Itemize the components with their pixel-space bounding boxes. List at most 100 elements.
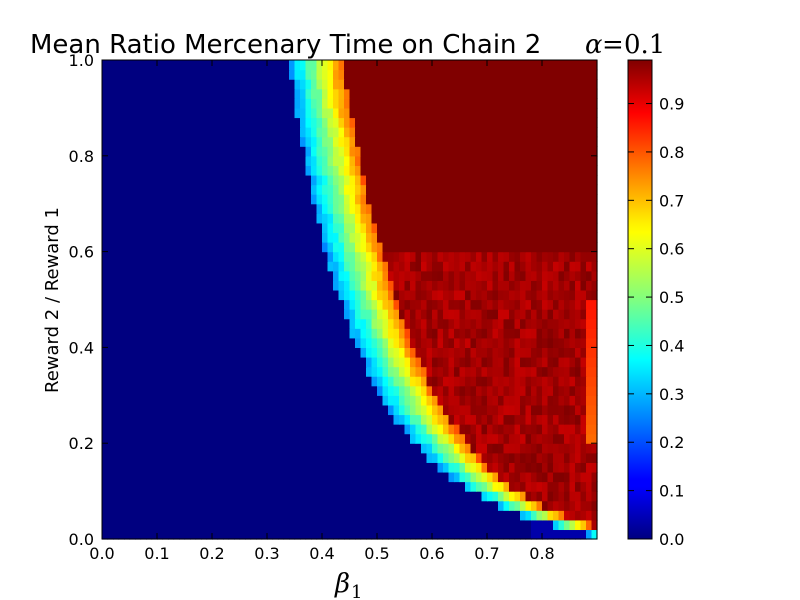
heatmap-cell — [146, 481, 153, 492]
heatmap-cell — [514, 270, 521, 281]
heatmap-cell — [415, 242, 422, 253]
heatmap-cell — [322, 328, 329, 339]
heatmap-cell — [448, 203, 455, 214]
heatmap-cell — [575, 318, 582, 329]
heatmap-cell — [558, 299, 565, 310]
heatmap-cell — [443, 462, 450, 473]
heatmap-cell — [382, 146, 389, 157]
heatmap-cell — [151, 510, 158, 521]
heatmap-cell — [157, 232, 164, 243]
heatmap-cell — [558, 443, 565, 454]
heatmap-cell — [261, 337, 268, 348]
heatmap-cell — [377, 203, 384, 214]
heatmap-cell — [344, 165, 351, 176]
heatmap-cell — [377, 69, 384, 80]
heatmap-cell — [190, 146, 197, 157]
heatmap-cell — [481, 280, 488, 291]
heatmap-cell — [498, 529, 505, 540]
heatmap-cell — [509, 203, 516, 214]
heatmap-cell — [388, 318, 395, 329]
heatmap-cell — [476, 194, 483, 205]
heatmap-cell — [206, 60, 213, 71]
heatmap-cell — [591, 280, 598, 291]
heatmap-cell — [564, 79, 571, 90]
heatmap-cell — [520, 529, 527, 540]
heatmap-cell — [135, 309, 142, 320]
heatmap-cell — [492, 213, 499, 224]
heatmap-cell — [448, 366, 455, 377]
heatmap-cell — [553, 395, 560, 406]
heatmap-cell — [558, 155, 565, 166]
heatmap-cell — [569, 309, 576, 320]
heatmap-cell — [399, 213, 406, 224]
heatmap-cell — [525, 280, 532, 291]
heatmap-cell — [272, 136, 279, 147]
heatmap-cell — [300, 107, 307, 119]
heatmap-cell — [443, 88, 450, 99]
heatmap-cell — [404, 184, 411, 195]
heatmap-cell — [124, 491, 131, 502]
heatmap-cell — [190, 481, 197, 492]
heatmap-cell — [228, 155, 235, 166]
heatmap-cell — [404, 366, 411, 377]
heatmap-cell — [206, 146, 213, 157]
heatmap-cell — [316, 117, 323, 128]
heatmap-cell — [278, 404, 285, 416]
heatmap-cell — [404, 270, 411, 281]
heatmap-cell — [371, 222, 378, 234]
heatmap-cell — [344, 69, 351, 80]
heatmap-cell — [107, 222, 114, 234]
heatmap-cell — [234, 146, 241, 157]
heatmap-cell — [201, 69, 208, 80]
heatmap-cell — [322, 280, 329, 291]
heatmap-cell — [382, 404, 389, 416]
heatmap-cell — [338, 184, 345, 195]
heatmap-cell — [377, 280, 384, 291]
heatmap-cell — [228, 510, 235, 521]
heatmap-cell — [184, 414, 191, 425]
heatmap-cell — [338, 491, 345, 502]
heatmap-cell — [536, 107, 543, 119]
heatmap-cell — [272, 222, 279, 234]
heatmap-cell — [415, 127, 422, 138]
heatmap-cell — [184, 433, 191, 444]
heatmap-cell — [250, 79, 257, 90]
heatmap-cell — [459, 98, 466, 109]
heatmap-cell — [531, 376, 538, 387]
heatmap-cell — [382, 280, 389, 291]
heatmap-cell — [360, 347, 367, 358]
heatmap-cell — [151, 98, 158, 109]
heatmap-cell — [261, 69, 268, 80]
heatmap-cell — [531, 385, 538, 396]
heatmap-cell — [404, 107, 411, 119]
heatmap-cell — [366, 529, 373, 540]
heatmap-cell — [591, 337, 598, 348]
heatmap-cell — [272, 433, 279, 444]
heatmap-cell — [542, 98, 549, 109]
heatmap-cell — [195, 356, 202, 368]
heatmap-cell — [278, 318, 285, 329]
heatmap-cell — [322, 251, 329, 262]
heatmap-cell — [305, 404, 312, 416]
heatmap-cell — [206, 155, 213, 166]
heatmap-cell — [179, 60, 186, 71]
heatmap-cell — [245, 261, 252, 272]
heatmap-cell — [234, 203, 241, 214]
heatmap-cell — [146, 347, 153, 358]
heatmap-cell — [575, 471, 582, 483]
heatmap-cell — [311, 117, 318, 128]
heatmap-cell — [129, 328, 136, 339]
heatmap-cell — [465, 69, 472, 80]
heatmap-cell — [316, 452, 323, 463]
y-tick-label: 0.0 — [69, 530, 94, 549]
heatmap-cell — [542, 60, 549, 71]
heatmap-cell — [344, 462, 351, 473]
heatmap-cell — [459, 194, 466, 205]
heatmap-cell — [371, 510, 378, 521]
heatmap-cell — [173, 356, 180, 368]
heatmap-cell — [327, 60, 334, 71]
heatmap-cell — [272, 347, 279, 358]
heatmap-cell — [162, 242, 169, 253]
heatmap-cell — [146, 366, 153, 377]
heatmap-cell — [107, 155, 114, 166]
